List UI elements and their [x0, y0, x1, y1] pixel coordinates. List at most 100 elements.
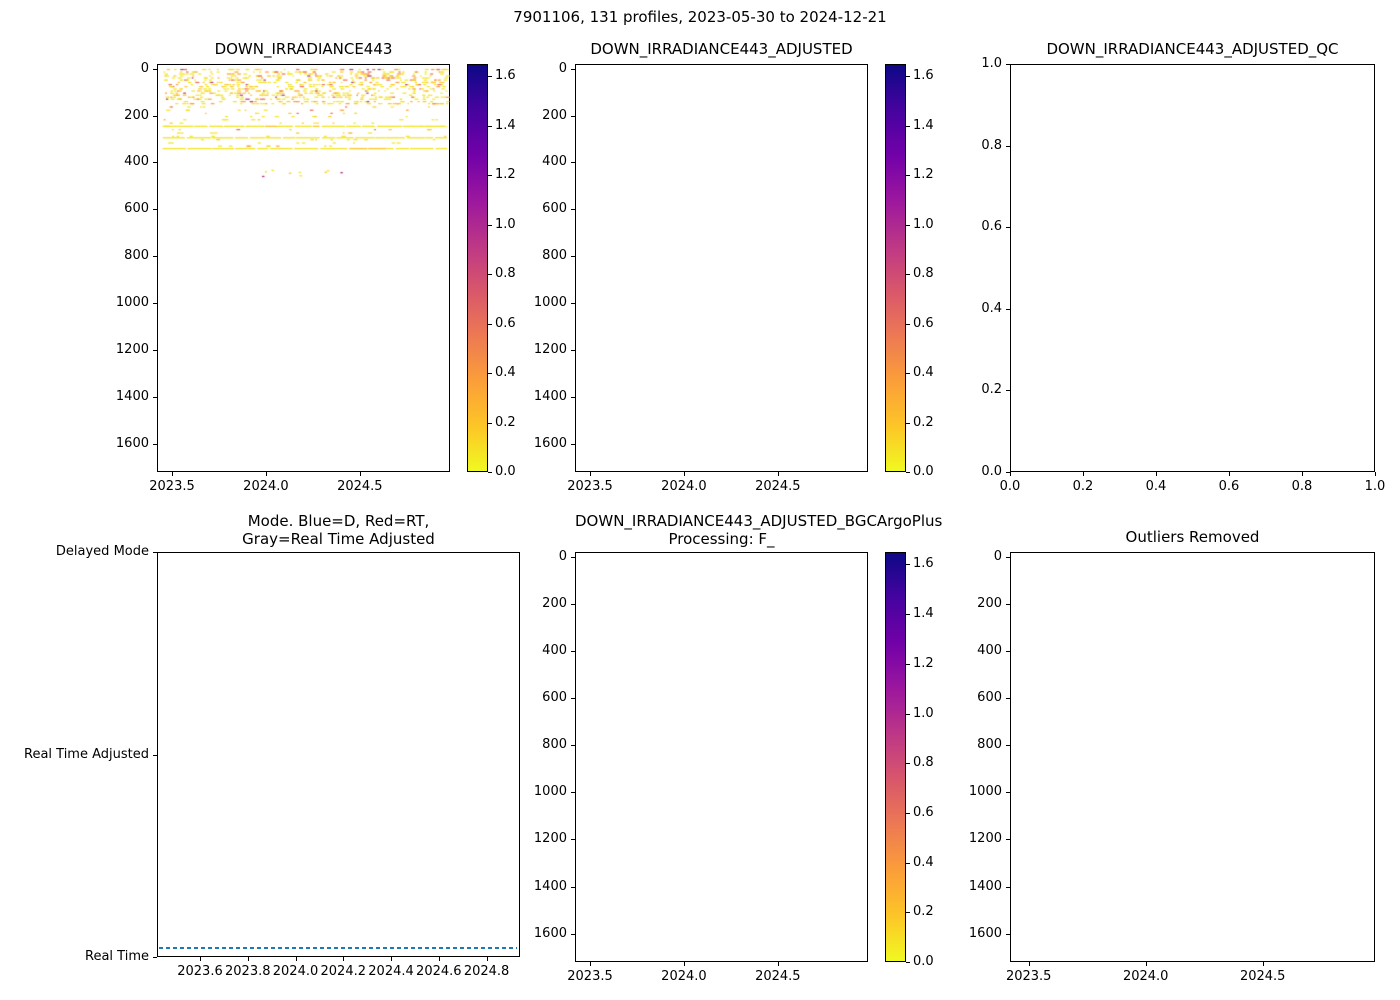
y-tick-mark	[571, 745, 575, 747]
y-tick-mark	[153, 256, 157, 258]
y-category-label: Real Time Adjusted	[24, 746, 149, 762]
y-tick-mark	[571, 350, 575, 352]
y-tick-mark	[1006, 745, 1010, 747]
subplot-title-outliers-removed: Outliers Removed	[1125, 528, 1260, 546]
colorbar-tick-label: 0.0	[495, 464, 516, 479]
y-category-label: Real Time	[85, 949, 149, 964]
y-tick-label: 1000	[533, 784, 567, 800]
x-tick-label: 2024.5	[755, 479, 801, 494]
mode-series-real-time-line	[159, 947, 517, 949]
y-tick-label: 200	[124, 107, 149, 123]
subplot-title-bgcargoplus-line1: DOWN_IRRADIANCE443_ADJUSTED_BGCArgoPlus	[575, 512, 943, 530]
colorbar-tick-label: 0.6	[913, 315, 934, 331]
x-tick-mark	[343, 957, 345, 961]
x-tick-label: 2023.5	[149, 479, 195, 494]
x-tick-label: 0.6	[1218, 479, 1240, 494]
y-tick-label: 1600	[968, 925, 1002, 941]
colorbar-tick-mark	[906, 175, 910, 177]
colorbar-tick-mark	[906, 812, 910, 814]
colorbar	[885, 552, 906, 962]
y-tick-label: 1400	[968, 878, 1002, 894]
y-tick-mark	[153, 350, 157, 352]
colorbar-tick-label: 1.6	[913, 68, 934, 84]
y-tick-label: 800	[542, 248, 567, 264]
plot-area-outliers_removed	[1010, 552, 1375, 962]
colorbar-tick-mark	[488, 125, 492, 127]
colorbar-tick-mark	[488, 175, 492, 177]
x-tick-mark	[247, 957, 249, 961]
y-tick-mark	[153, 68, 157, 70]
y-tick-mark	[571, 933, 575, 935]
x-tick-mark	[1145, 962, 1147, 966]
y-tick-mark	[153, 957, 157, 958]
y-tick-mark	[571, 698, 575, 700]
colorbar-tick-mark	[906, 763, 910, 765]
y-tick-mark	[1006, 792, 1010, 794]
x-tick-mark	[683, 472, 685, 476]
colorbar-tick-label: 0.8	[495, 266, 516, 282]
x-tick-mark	[683, 962, 685, 966]
y-tick-label: 1600	[533, 925, 567, 941]
subplot-title-mode-line2: Gray=Real Time Adjusted	[242, 530, 435, 548]
y-tick-mark	[1006, 886, 1010, 888]
y-tick-mark	[571, 256, 575, 258]
x-tick-label: 2023.6	[177, 964, 223, 979]
x-tick-mark	[295, 957, 297, 961]
y-tick-mark	[1006, 698, 1010, 700]
y-tick-label: 600	[542, 201, 567, 217]
y-tick-label: 1200	[533, 831, 567, 847]
colorbar-tick-label: 1.6	[495, 68, 516, 84]
y-tick-label: 600	[124, 201, 149, 217]
y-tick-label: 1200	[115, 342, 149, 358]
x-tick-label: 1.0	[1364, 479, 1386, 494]
x-tick-mark	[1229, 472, 1230, 476]
x-tick-mark	[1028, 962, 1030, 966]
figure-suptitle: 7901106, 131 profiles, 2023-05-30 to 202…	[513, 8, 887, 26]
x-tick-label: 2024.6	[416, 964, 462, 979]
colorbar-tick-mark	[906, 224, 910, 226]
x-tick-mark	[486, 957, 488, 961]
x-tick-label: 2024.8	[463, 964, 510, 979]
colorbar-tick-mark	[906, 962, 910, 963]
y-tick-label: 1600	[115, 435, 149, 451]
colorbar-tick-label: 0.2	[913, 414, 934, 430]
colorbar-tick-label: 1.4	[913, 606, 934, 622]
colorbar-tick-mark	[906, 912, 910, 914]
colorbar-tick-mark	[906, 76, 910, 78]
x-tick-mark	[199, 957, 201, 961]
subplot-title-adjusted-qc: DOWN_IRRADIANCE443_ADJUSTED_QC	[1046, 40, 1339, 58]
y-tick-label: 0.8	[981, 137, 1002, 153]
colorbar-tick-label: 1.2	[913, 655, 934, 671]
colorbar-tick-label: 0.0	[913, 464, 934, 479]
colorbar-tick-mark	[906, 274, 910, 276]
colorbar-tick-label: 1.0	[495, 216, 516, 232]
y-tick-mark	[1006, 145, 1010, 147]
y-tick-mark	[571, 650, 575, 652]
colorbar	[467, 64, 488, 472]
y-tick-mark	[571, 443, 575, 445]
y-tick-label: 200	[542, 595, 567, 611]
colorbar-tick-label: 1.4	[913, 117, 934, 133]
colorbar-tick-mark	[906, 125, 910, 127]
colorbar-tick-label: 1.0	[913, 705, 934, 721]
y-tick-label: 200	[542, 107, 567, 123]
colorbar-tick-mark	[906, 564, 910, 566]
x-tick-label: 0.0	[999, 479, 1021, 494]
y-tick-mark	[153, 303, 157, 305]
y-tick-label: 0.4	[981, 300, 1002, 316]
y-tick-mark	[571, 115, 575, 117]
y-tick-mark	[571, 396, 575, 398]
y-tick-label: 400	[977, 642, 1002, 658]
colorbar-tick-label: 1.6	[913, 556, 934, 572]
y-tick-mark	[153, 162, 157, 164]
colorbar-tick-label: 0.0	[913, 954, 934, 969]
y-tick-label: 1000	[533, 295, 567, 311]
y-tick-label: 1.0	[981, 56, 1002, 71]
x-tick-label: 2024.0	[272, 964, 319, 979]
plot-area-down_irradiance443_adjusted_bgcargoplus	[575, 552, 868, 962]
x-tick-mark	[1375, 472, 1376, 476]
y-tick-mark	[571, 886, 575, 888]
y-tick-label: 400	[542, 154, 567, 170]
plot-area-mode	[157, 552, 520, 957]
